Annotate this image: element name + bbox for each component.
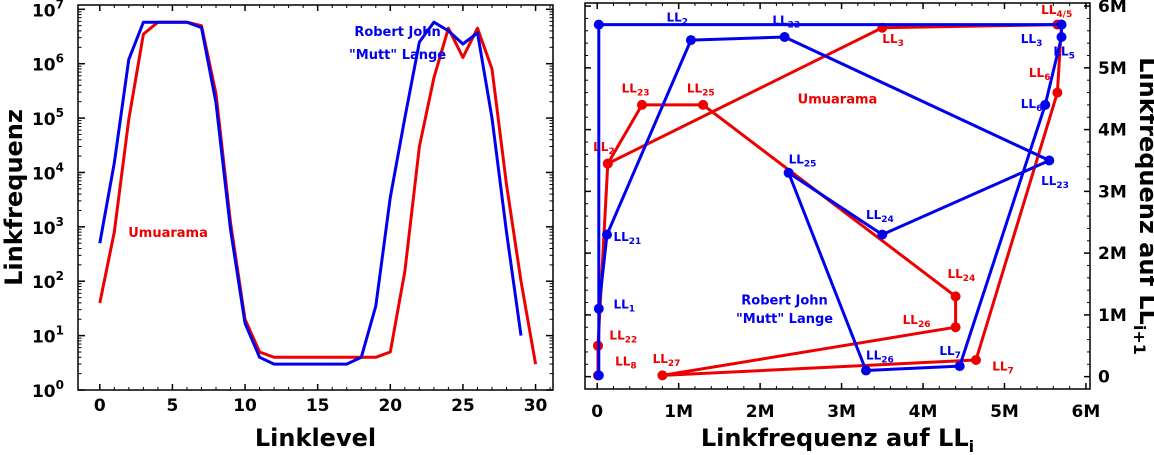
left-y-tick-label: 102 <box>32 269 64 293</box>
right-point-umuarama <box>950 291 961 302</box>
left-y-axis-label: Linkfrequenz <box>0 109 28 286</box>
right-point-umuarama <box>1052 87 1063 98</box>
right-point-umuarama <box>657 370 668 381</box>
left-x-tick-label: 10 <box>233 396 257 416</box>
right-point-umuarama <box>971 355 981 365</box>
right-point-mutt-lange <box>783 167 794 178</box>
left-annotation-label: Umuarama <box>128 226 208 241</box>
right-point-mutt-lange <box>1040 99 1051 110</box>
right-point-umuarama <box>950 322 961 333</box>
right-point-umuarama <box>698 99 709 110</box>
left-y-tick-label: 106 <box>32 52 64 76</box>
left-x-axis-label: Linklevel <box>255 424 376 452</box>
right-point-label-umuarama: LL8 <box>615 355 637 372</box>
right-annotation-label: Umuarama <box>798 93 878 108</box>
left-plot-frame <box>77 4 554 391</box>
right-point-label-umuarama: LL7 <box>992 359 1014 376</box>
right-x-axis-label: Linkfrequenz auf LLi <box>701 424 974 455</box>
right-y-tick-label: 5M <box>1098 59 1127 79</box>
right-y-tick-label: 3M <box>1098 182 1127 202</box>
right-point-label-mutt-lange: LL25 <box>789 153 817 170</box>
right-point-label-umuarama: LL6 <box>1029 66 1051 83</box>
left-y-tick-label: 104 <box>32 160 64 184</box>
left-y-tick-label: 105 <box>32 106 64 130</box>
right-annotation-label: Robert John <box>741 293 828 308</box>
left-x-tick-label: 30 <box>524 396 548 416</box>
right-point-label-umuarama: LL25 <box>687 82 715 99</box>
right-point-label-umuarama: LL26 <box>903 313 931 330</box>
right-plot-frame <box>584 2 1091 390</box>
right-point-label-mutt-lange: LL2 <box>666 11 688 28</box>
right-point-mutt-lange <box>1044 155 1055 166</box>
right-point-mutt-lange <box>593 19 604 30</box>
right-point-label-umuarama: LL3 <box>882 32 904 49</box>
right-point-mutt-lange <box>685 35 696 46</box>
left-x-tick-label: 20 <box>378 396 402 416</box>
right-point-label-umuarama: LL4/5 <box>1041 3 1072 20</box>
right-point-mutt-lange <box>1056 19 1067 30</box>
right-point-label-umuarama: LL23 <box>622 82 650 99</box>
right-point-mutt-lange <box>1056 32 1067 42</box>
right-point-mutt-lange <box>602 229 612 240</box>
right-point-umuarama <box>637 99 647 110</box>
right-point-label-mutt-lange: LL1 <box>614 298 636 315</box>
right-point-label-mutt-lange: LL22 <box>772 14 800 31</box>
right-point-mutt-lange <box>861 365 871 376</box>
right-x-tick-label: 6M <box>1072 402 1101 422</box>
right-point-mutt-lange <box>954 361 965 372</box>
right-y-axis-label: Linkfrequenz auf LLi+1 <box>1130 57 1154 355</box>
right-chart-scatter-transitions: 0 1M 2M 3M 4M 5M 6M 0 1M 2M 3M 4M 5M 6M LL22 LL2 LL23 LL2… <box>584 0 1154 455</box>
left-chart-log-frequency: 0 5 10 15 20 25 30 100 101 102 103 104 105 106 107 Robe… <box>0 0 554 452</box>
right-point-label-mutt-lange: LL5 <box>1053 44 1075 61</box>
right-x-tick-label: 4M <box>909 402 938 422</box>
right-point-label-mutt-lange: LL3 <box>1021 32 1043 49</box>
right-x-tick-label: 1M <box>664 402 693 422</box>
right-x-tick-label: 3M <box>827 402 856 422</box>
right-y-tick-label: 1M <box>1098 306 1127 326</box>
right-point-label-umuarama: LL22 <box>609 329 637 346</box>
right-x-tick-label: 2M <box>746 402 775 422</box>
right-point-mutt-lange <box>779 32 790 42</box>
right-x-tick-label: 5M <box>990 402 1019 422</box>
right-point-label-mutt-lange: LL24 <box>866 208 894 225</box>
right-point-umuarama <box>602 158 613 169</box>
right-x-tick-label: 0 <box>591 402 603 422</box>
left-series-line-mutt-lange <box>98 20 523 366</box>
right-y-tick-label: 0 <box>1098 368 1110 388</box>
left-annotation-label: Robert John <box>354 25 441 40</box>
right-point-label-mutt-lange: LL26 <box>866 348 894 365</box>
right-y-tick-label: 2M <box>1098 244 1127 264</box>
left-series-line-umuarama <box>98 20 538 365</box>
left-x-tick-label: 25 <box>451 396 475 416</box>
left-x-tick-label: 5 <box>166 396 178 416</box>
left-y-tick-label: 101 <box>32 324 64 348</box>
right-point-label-umuarama: LL27 <box>653 352 681 369</box>
right-point-mutt-lange <box>593 370 604 381</box>
right-point-label-mutt-lange: LL7 <box>939 344 961 361</box>
left-y-tick-label: 107 <box>32 0 64 21</box>
right-y-tick-label: 4M <box>1098 121 1127 141</box>
left-x-tick-label: 15 <box>306 396 330 416</box>
right-y-tick-label: 6M <box>1098 0 1127 17</box>
right-point-label-umuarama: LL24 <box>947 267 975 284</box>
right-point-label-mutt-lange: LL23 <box>1041 174 1069 191</box>
left-annotation-label: "Mutt" Lange <box>349 48 446 63</box>
right-annotation-label: "Mutt" Lange <box>736 312 833 327</box>
right-point-label-mutt-lange: LL6 <box>1021 97 1043 114</box>
right-point-mutt-lange <box>593 303 604 314</box>
right-point-mutt-lange <box>877 229 888 240</box>
left-y-tick-label: 103 <box>32 215 64 239</box>
right-point-label-umuarama: LL2 <box>593 140 615 157</box>
right-point-label-mutt-lange: LL21 <box>614 230 642 247</box>
left-y-tick-label: 100 <box>32 378 64 402</box>
left-x-tick-label: 0 <box>94 396 106 416</box>
